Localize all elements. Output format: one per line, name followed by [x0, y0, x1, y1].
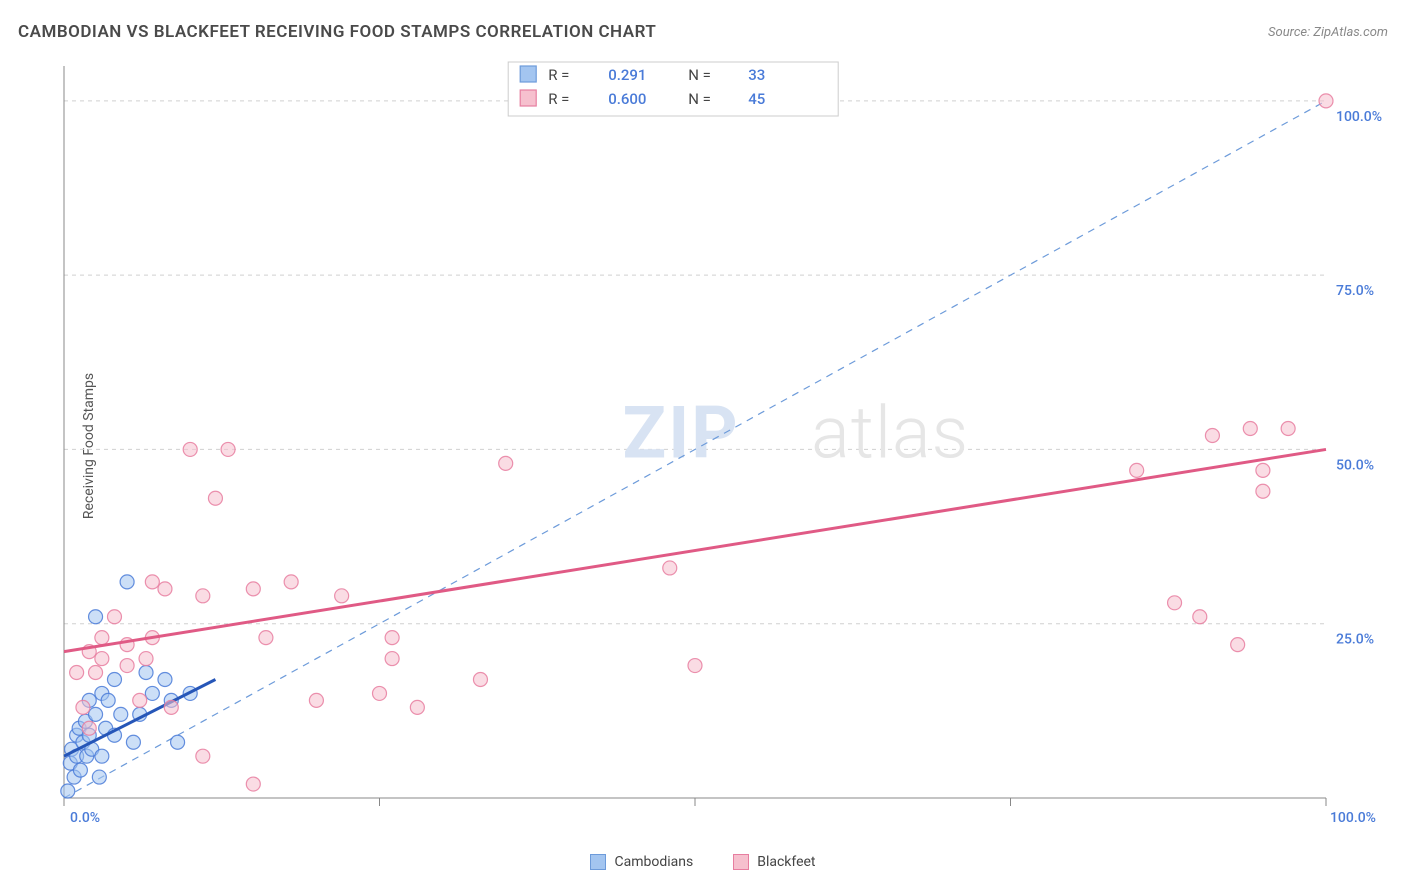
legend-label: Blackfeet [757, 854, 815, 870]
svg-text:100.0%: 100.0% [1336, 109, 1382, 125]
chart-title: CAMBODIAN VS BLACKFEET RECEIVING FOOD ST… [18, 22, 656, 42]
svg-text:N =: N = [688, 90, 711, 108]
svg-text:75.0%: 75.0% [1336, 283, 1374, 299]
legend-swatch-pink [733, 854, 749, 870]
chart-svg: ZIP atlas 25.0% 50.0% 75.0% 100.0% 0.0% 100.0% R… [56, 56, 1386, 828]
scatter-plot: ZIP atlas 25.0% 50.0% 75.0% 100.0% 0.0% 100.0% R… [56, 56, 1386, 828]
legend-item-blackfeet: Blackfeet [733, 854, 815, 870]
svg-text:100.0%: 100.0% [1330, 810, 1376, 826]
svg-text:R =: R = [548, 90, 569, 108]
svg-text:0.600: 0.600 [608, 90, 646, 108]
svg-text:N =: N = [688, 66, 711, 84]
svg-text:0.291: 0.291 [608, 66, 646, 84]
svg-text:25.0%: 25.0% [1336, 632, 1374, 648]
chart-header: CAMBODIAN VS BLACKFEET RECEIVING FOOD ST… [18, 22, 1388, 42]
svg-text:33: 33 [748, 66, 765, 84]
legend-item-cambodians: Cambodians [590, 854, 693, 870]
bottom-legend: Cambodians Blackfeet [0, 854, 1406, 870]
legend-swatch-blue [590, 854, 606, 870]
svg-text:50.0%: 50.0% [1336, 457, 1374, 473]
legend-label: Cambodians [614, 854, 693, 870]
svg-text:45: 45 [748, 90, 765, 108]
svg-text:R =: R = [548, 66, 569, 84]
source-attribution: Source: ZipAtlas.com [1268, 25, 1388, 40]
svg-text:atlas: atlas [811, 390, 969, 475]
svg-text:0.0%: 0.0% [70, 810, 100, 826]
svg-text:ZIP: ZIP [623, 390, 740, 475]
